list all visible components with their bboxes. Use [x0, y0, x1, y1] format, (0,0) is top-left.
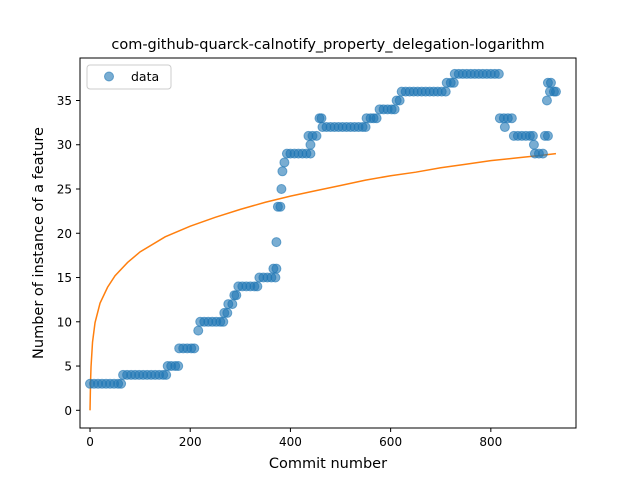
data-point [550, 86, 561, 97]
data-point [499, 122, 510, 133]
y-tick-label: 25 [57, 183, 72, 197]
x-tick-label: 800 [479, 435, 502, 449]
data-point [305, 148, 316, 159]
fit-line [89, 152, 557, 411]
plot-area [85, 68, 561, 411]
data-point [222, 307, 233, 318]
x-tick-label: 400 [279, 435, 302, 449]
y-tick-label: 35 [57, 94, 72, 108]
y-tick-label: 5 [64, 360, 72, 374]
data-point [218, 316, 229, 327]
data-point [316, 113, 327, 124]
y-tick-label: 15 [57, 271, 72, 285]
data-point [371, 113, 382, 124]
legend-label-data: data [131, 69, 159, 84]
data-point [116, 378, 127, 389]
x-tick-label: 600 [379, 435, 402, 449]
y-axis-label: Number of instance of a feature [31, 127, 47, 359]
data-point [542, 130, 553, 141]
data-point [227, 299, 238, 310]
data-point [448, 77, 459, 88]
data-point [537, 148, 548, 159]
data-point [506, 113, 517, 124]
fit-line-layer [89, 152, 557, 411]
x-axis-ticks: 0 200 400 600 800 [86, 428, 502, 449]
data-point [389, 104, 400, 115]
y-tick-label: 20 [57, 227, 72, 241]
data-point [279, 157, 290, 168]
data-point [541, 95, 552, 106]
data-point [161, 369, 172, 380]
x-tick-label: 0 [86, 435, 94, 449]
legend-box [86, 64, 172, 90]
y-tick-label: 30 [57, 138, 72, 152]
data-point [276, 184, 287, 194]
data-point [173, 361, 184, 372]
chart-title: com-github-quarck-calnotify_property_del… [111, 37, 544, 53]
data-point [193, 325, 204, 336]
data-point [305, 139, 316, 150]
data-point [360, 122, 371, 133]
data-point [440, 86, 451, 97]
y-axis-ticks: 0 5 10 15 20 25 30 35 [57, 94, 80, 418]
data-point [231, 290, 242, 301]
data-point [270, 272, 281, 283]
data-point [545, 77, 556, 88]
data-point [275, 201, 286, 212]
data-point [277, 166, 288, 177]
data-point [252, 281, 263, 292]
legend-marker-data [104, 71, 114, 82]
x-axis-label: Commit number [269, 456, 387, 472]
y-tick-label: 10 [57, 315, 72, 329]
y-tick-label: 0 [64, 404, 72, 418]
data-point [528, 139, 539, 150]
data-point [271, 263, 282, 274]
data-point [189, 343, 200, 354]
data-points-layer [85, 68, 561, 389]
data-point [394, 95, 405, 106]
axes-frame [79, 57, 577, 429]
x-tick-label: 200 [179, 435, 202, 449]
data-point [527, 130, 538, 141]
legend: data [86, 64, 172, 90]
data-point [271, 237, 282, 248]
data-point [493, 68, 504, 79]
data-point [311, 130, 322, 141]
